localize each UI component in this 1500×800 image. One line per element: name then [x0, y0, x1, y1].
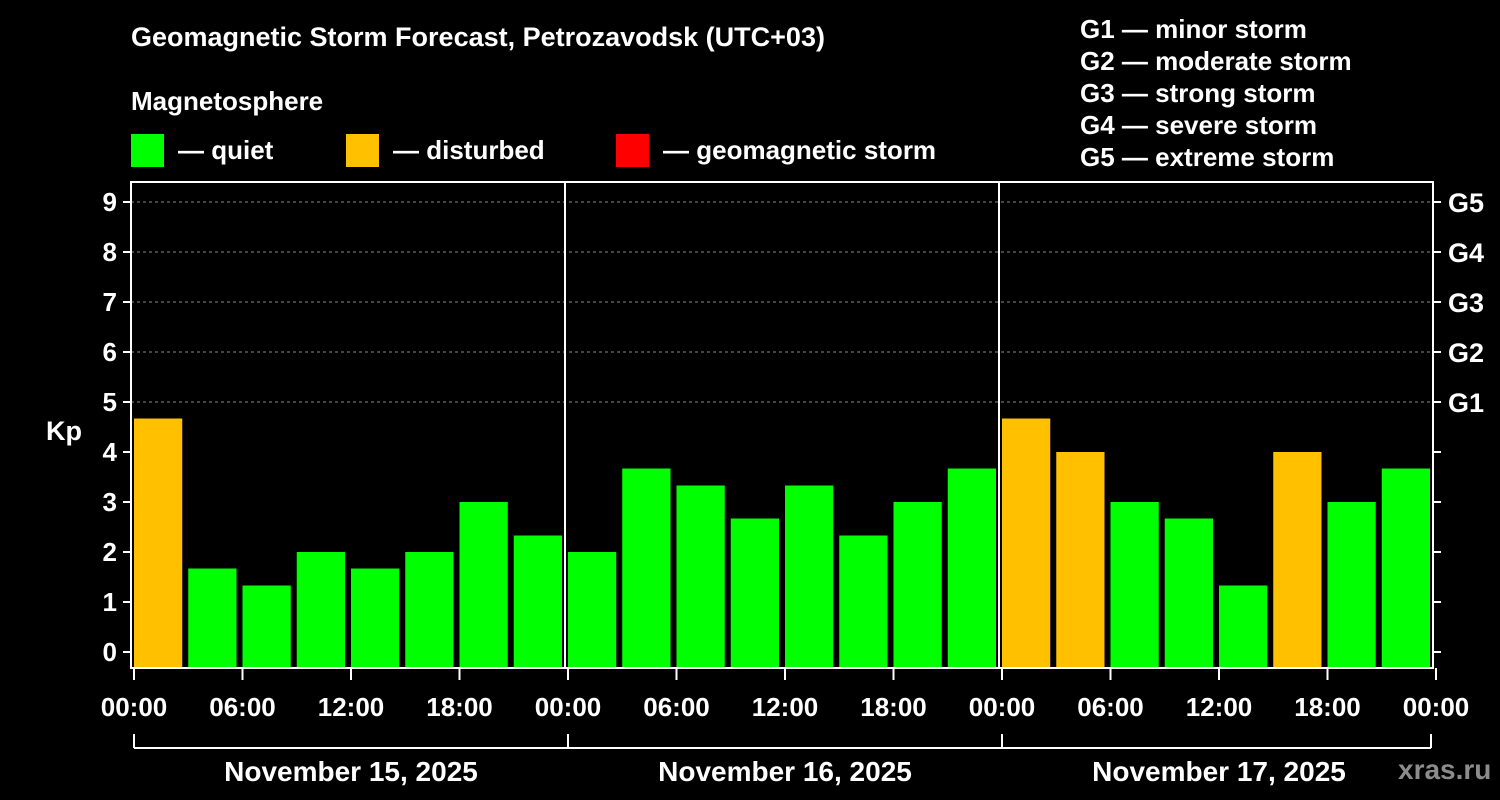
- bar-kp: [568, 552, 617, 668]
- y-tick-label: 9: [103, 187, 117, 217]
- x-tick-label: 18:00: [860, 692, 927, 722]
- bar-kp: [1327, 502, 1376, 668]
- x-tick-label: 18:00: [1294, 692, 1361, 722]
- x-tick-label: 00:00: [969, 692, 1036, 722]
- bar-kp: [188, 568, 237, 668]
- y-tick-label: 2: [103, 537, 117, 567]
- g-axis-label: G3: [1448, 288, 1484, 318]
- bar-kp: [1110, 502, 1159, 668]
- legend-item-disturbed: — disturbed: [346, 133, 545, 167]
- y-axis-label: Kp: [46, 416, 82, 446]
- x-tick-label: 00:00: [535, 692, 602, 722]
- bar-kp: [785, 485, 834, 668]
- g-scale-g4: G4 — severe storm: [1080, 110, 1318, 140]
- legend-swatch-quiet: [131, 133, 164, 167]
- plot-frame: [130, 181, 1434, 669]
- bar-kp: [676, 485, 725, 668]
- bar-kp: [296, 552, 345, 668]
- x-tick-label: 06:00: [643, 692, 710, 722]
- legend-swatch-disturbed: [346, 133, 379, 167]
- bar-kp: [242, 585, 291, 668]
- bar-kp: [1219, 585, 1268, 668]
- bar-kp: [947, 468, 996, 668]
- legend-swatch-storm: [616, 133, 649, 167]
- legend-item-storm: — geomagnetic storm: [616, 133, 936, 167]
- bar-kp: [513, 535, 562, 668]
- y-tick-label: 4: [103, 437, 118, 467]
- g-axis-label: G1: [1448, 388, 1484, 418]
- y-tick-label: 6: [103, 337, 117, 367]
- g-axis-label: G4: [1448, 238, 1484, 268]
- bar-kp: [1056, 452, 1105, 668]
- x-tick-label: 00:00: [101, 692, 168, 722]
- g-axis-label: G5: [1448, 188, 1484, 218]
- y-tick-label: 0: [103, 637, 117, 667]
- y-tick-label: 5: [103, 387, 117, 417]
- day-label: November 17, 2025: [1092, 756, 1346, 787]
- g-scale-g3: G3 — strong storm: [1080, 78, 1316, 108]
- x-tick-label: 12:00: [1186, 692, 1253, 722]
- x-tick-label: 12:00: [318, 692, 385, 722]
- legend-label-storm: — geomagnetic storm: [663, 134, 937, 165]
- watermark: xras.ru: [1398, 754, 1492, 785]
- x-tick-label: 12:00: [752, 692, 819, 722]
- bar-kp: [622, 468, 671, 668]
- bar-kp: [134, 418, 183, 668]
- day-label: November 16, 2025: [658, 756, 912, 787]
- bar-kp: [1164, 518, 1213, 668]
- legend-heading: Magnetosphere: [131, 86, 324, 116]
- g-scale-g5: G5 — extreme storm: [1080, 142, 1335, 172]
- bar-kp: [459, 502, 508, 668]
- bar-kp: [730, 518, 779, 668]
- bar-kp: [1002, 418, 1051, 668]
- y-tick-label: 8: [103, 237, 117, 267]
- g-scale-legend: G1 — minor storm G2 — moderate storm G3 …: [1080, 13, 1352, 173]
- bar-kp: [893, 502, 942, 668]
- x-tick-label: 06:00: [209, 692, 276, 722]
- bar-kp: [839, 535, 888, 668]
- y-tick-label: 3: [103, 487, 117, 517]
- g-scale-g1: G1 — minor storm: [1080, 14, 1307, 44]
- x-tick-label: 18:00: [426, 692, 493, 722]
- bar-kp: [1381, 468, 1430, 668]
- y-tick-label: 7: [103, 287, 117, 317]
- legend-label-quiet: — quiet: [178, 134, 274, 165]
- legend-label-disturbed: — disturbed: [393, 134, 545, 165]
- bar-kp: [351, 568, 400, 668]
- legend-item-quiet: — quiet: [131, 133, 273, 167]
- g-axis-label: G2: [1448, 338, 1484, 368]
- bar-kp: [405, 552, 454, 668]
- x-tick-label: 06:00: [1077, 692, 1144, 722]
- chart-title: Geomagnetic Storm Forecast, Petrozavodsk…: [131, 22, 825, 52]
- day-label: November 15, 2025: [224, 756, 478, 787]
- bar-kp: [1273, 452, 1322, 668]
- y-tick-label: 1: [103, 587, 117, 617]
- x-tick-label: 00:00: [1403, 692, 1470, 722]
- g-scale-g2: G2 — moderate storm: [1080, 46, 1352, 76]
